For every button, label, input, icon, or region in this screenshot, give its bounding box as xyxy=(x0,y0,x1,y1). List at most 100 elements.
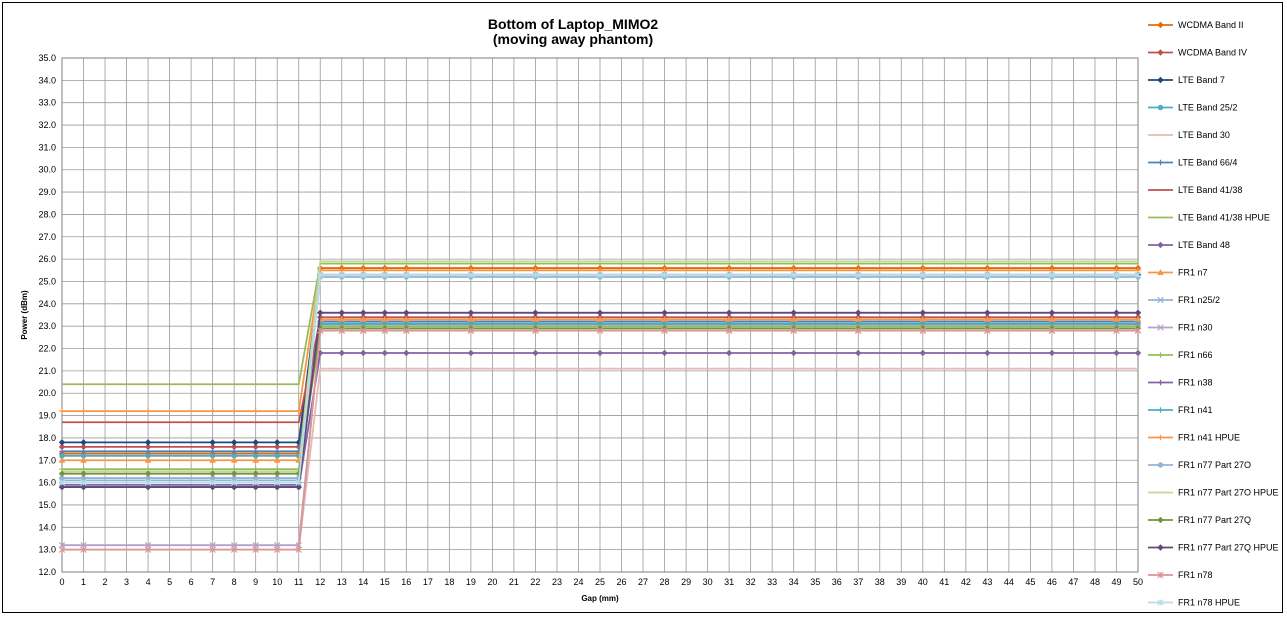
x-tick-label: 50 xyxy=(1133,577,1143,587)
data-point-marker xyxy=(403,349,410,357)
data-point-marker xyxy=(1113,327,1120,334)
series-lines xyxy=(58,260,1142,553)
data-point-marker xyxy=(274,546,281,553)
y-tick-label: 27.0 xyxy=(38,232,56,242)
data-point-marker xyxy=(1134,349,1142,357)
y-tick-label: 31.0 xyxy=(38,142,56,152)
data-point-marker xyxy=(80,448,87,455)
data-point-marker xyxy=(360,271,367,278)
data-point-marker xyxy=(596,271,604,278)
data-point-marker xyxy=(855,349,862,357)
data-point-marker xyxy=(596,349,604,357)
legend-item: FR1 n77 Part 27O xyxy=(1148,460,1251,470)
x-tick-label: 35 xyxy=(810,577,820,587)
data-point-marker xyxy=(1157,571,1164,579)
data-point-marker xyxy=(295,479,302,486)
legend-item: LTE Band 41/38 xyxy=(1148,185,1242,195)
x-tick-label: 17 xyxy=(423,577,433,587)
data-point-marker xyxy=(381,327,388,334)
data-point-marker xyxy=(984,309,991,316)
data-point-marker xyxy=(919,349,927,357)
data-point-marker xyxy=(1113,309,1120,316)
legend-label: LTE Band 7 xyxy=(1178,75,1225,85)
legend-label: FR1 n77 Part 27O xyxy=(1178,460,1251,470)
data-point-marker xyxy=(231,408,237,414)
legend-label: FR1 n41 HPUE xyxy=(1178,433,1240,443)
data-point-marker xyxy=(381,349,389,357)
legend: WCDMA Band II WCDMA Band IV LTE Band 7 LTE … xyxy=(1148,20,1279,608)
data-point-marker xyxy=(295,483,302,491)
legend-item: FR1 n25/2 xyxy=(1148,295,1220,305)
series-20 xyxy=(58,327,1142,553)
chart-title: Bottom of Laptop_MIMO2 xyxy=(488,16,659,32)
data-point-marker xyxy=(59,448,65,455)
legend-item: FR1 n41 xyxy=(1148,405,1213,415)
legend-label: FR1 n7 xyxy=(1178,268,1208,278)
data-point-marker xyxy=(467,349,475,357)
data-point-marker xyxy=(661,327,668,334)
data-point-marker xyxy=(144,479,152,486)
data-point-marker xyxy=(252,470,259,477)
data-point-marker xyxy=(145,408,151,414)
data-point-marker xyxy=(273,483,281,491)
x-tick-label: 19 xyxy=(466,577,476,587)
legend-label: LTE Band 41/38 HPUE xyxy=(1178,213,1270,223)
legend-label: FR1 n41 xyxy=(1178,405,1213,415)
axes: 12.0 13.0 14.0 15.0 16.0 17.0 18.0 19.0 20.0 21.0… xyxy=(38,53,1143,587)
data-point-marker xyxy=(295,408,302,414)
x-tick-label: 32 xyxy=(746,577,756,587)
x-tick-label: 6 xyxy=(189,577,194,587)
y-tick-label: 35.0 xyxy=(38,53,56,63)
data-point-marker xyxy=(532,327,539,334)
y-tick-label: 16.0 xyxy=(38,478,56,488)
data-point-marker xyxy=(80,546,87,553)
x-tick-label: 36 xyxy=(832,577,842,587)
y-tick-label: 25.0 xyxy=(38,276,56,286)
data-point-marker xyxy=(1048,271,1056,278)
x-tick-label: 45 xyxy=(1025,577,1035,587)
legend-item: FR1 n77 Part 27Q HPUE xyxy=(1148,543,1279,553)
legend-label: WCDMA Band IV xyxy=(1178,48,1247,58)
data-point-marker xyxy=(1157,516,1164,524)
data-point-marker xyxy=(209,470,216,477)
data-point-marker xyxy=(532,271,539,278)
x-tick-label: 15 xyxy=(380,577,390,587)
y-tick-label: 32.0 xyxy=(38,120,56,130)
legend-item: FR1 n78 xyxy=(1148,570,1213,580)
data-point-marker xyxy=(1157,324,1164,331)
legend-label: LTE Band 66/4 xyxy=(1178,158,1237,168)
data-point-marker xyxy=(725,271,733,278)
data-point-marker xyxy=(855,309,862,316)
x-tick-label: 24 xyxy=(573,577,583,587)
data-point-marker xyxy=(58,470,66,477)
x-tick-label: 8 xyxy=(232,577,237,587)
legend-item: LTE Band 48 xyxy=(1148,240,1230,250)
legend-label: FR1 n78 xyxy=(1178,570,1213,580)
series-17 xyxy=(62,260,1138,473)
y-tick-label: 34.0 xyxy=(38,75,56,85)
data-point-marker xyxy=(381,309,389,316)
data-point-marker xyxy=(1157,241,1164,249)
data-point-marker xyxy=(1113,271,1120,278)
data-point-marker xyxy=(1113,349,1120,357)
data-point-marker xyxy=(317,327,324,334)
data-point-marker xyxy=(790,271,797,278)
data-point-marker xyxy=(855,271,862,278)
y-tick-label: 15.0 xyxy=(38,500,56,510)
x-tick-label: 20 xyxy=(487,577,497,587)
data-point-marker xyxy=(317,271,324,278)
data-point-marker xyxy=(855,327,862,334)
x-tick-label: 21 xyxy=(509,577,519,587)
data-point-marker xyxy=(596,309,604,316)
data-point-marker xyxy=(80,456,87,463)
data-point-marker xyxy=(467,327,475,334)
data-point-marker xyxy=(59,408,65,414)
legend-label: FR1 n77 Part 27Q HPUE xyxy=(1178,543,1279,553)
data-point-marker xyxy=(532,309,539,316)
data-point-marker xyxy=(58,546,66,553)
legend-label: FR1 n30 xyxy=(1178,323,1213,333)
data-point-marker xyxy=(145,448,151,455)
x-tick-label: 14 xyxy=(358,577,368,587)
x-tick-label: 22 xyxy=(530,577,540,587)
x-tick-label: 41 xyxy=(939,577,949,587)
